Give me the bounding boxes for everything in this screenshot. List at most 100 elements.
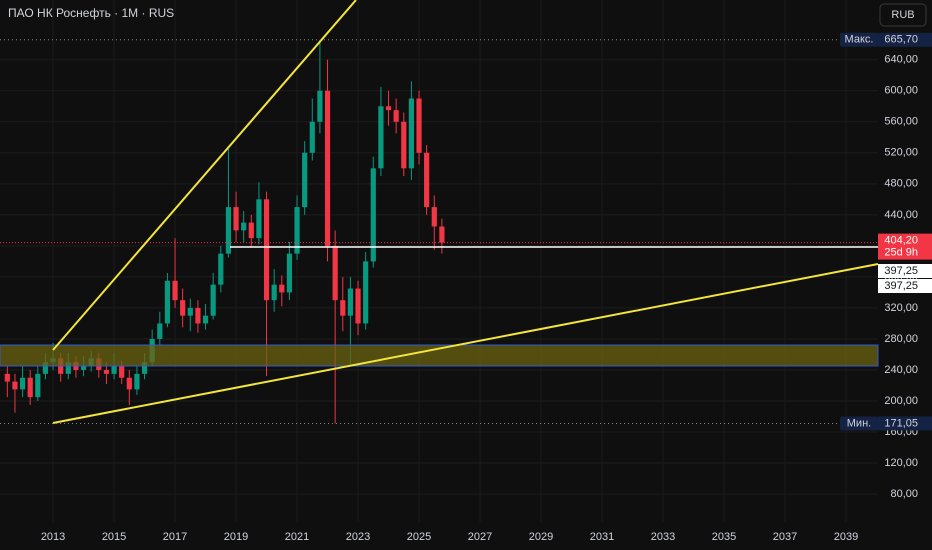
x-tick-label: 2021 <box>285 531 309 543</box>
candle-body <box>332 245 338 301</box>
x-tick-label: 2015 <box>102 531 126 543</box>
candle-body <box>401 121 407 169</box>
candle-body <box>408 98 414 169</box>
candle-body <box>279 284 285 293</box>
candle-body <box>233 207 239 231</box>
candle-body <box>12 381 18 390</box>
y-tick-label: 320,00 <box>884 302 918 314</box>
candle-body <box>294 207 300 254</box>
axis-label-box <box>840 416 878 431</box>
currency-button[interactable] <box>879 3 927 27</box>
x-tick-label: 2017 <box>163 531 187 543</box>
candle-body <box>111 366 117 374</box>
chart-title: ПАО НК Роснефть · 1M · RUS <box>8 6 174 20</box>
candle-body <box>218 253 224 285</box>
candle-body <box>210 284 216 316</box>
grid: 80,00120,00160,00200,00240,00280,00320,0… <box>0 0 918 543</box>
candle-body <box>302 152 308 208</box>
x-tick-label: 2023 <box>346 531 370 543</box>
axis-label-value: 665,70 <box>884 34 918 46</box>
candle-body <box>195 307 201 324</box>
last-price-label: 404,20 <box>884 235 918 247</box>
candle-body <box>134 373 140 390</box>
y-tick-label: 440,00 <box>884 209 918 221</box>
candle-body <box>35 373 41 398</box>
y-tick-label: 520,00 <box>884 147 918 159</box>
x-tick-label: 2019 <box>224 531 248 543</box>
candle-body <box>385 106 392 111</box>
currency[interactable]: RUB <box>891 9 914 21</box>
candle-body <box>416 98 422 153</box>
candle-body <box>347 288 353 316</box>
candle-body <box>324 90 331 246</box>
candle-body <box>4 373 10 382</box>
candle-body <box>431 207 437 227</box>
price-line-box <box>878 264 932 279</box>
y-tick-label: 280,00 <box>884 333 918 345</box>
price-line-label: 397,25 <box>884 265 918 277</box>
x-tick-label: 2031 <box>590 531 614 543</box>
y-tick-label: 480,00 <box>884 178 918 190</box>
x-tick-label: 2029 <box>529 531 553 543</box>
candle-body <box>439 226 445 243</box>
candle-body <box>363 261 369 324</box>
candle-body <box>393 110 399 122</box>
y-tick-label: 200,00 <box>884 395 918 407</box>
candle-body <box>256 199 262 239</box>
last-price-box <box>878 233 932 260</box>
axis-label-box <box>840 32 878 47</box>
candle-body <box>424 152 430 208</box>
candle-body <box>42 362 49 374</box>
axis-label-box <box>878 416 932 431</box>
y-tick-label: 560,00 <box>884 116 918 128</box>
candle-body <box>172 280 178 301</box>
axis-label-name: Мин. <box>847 417 871 429</box>
y-tick-label: 640,00 <box>884 54 918 66</box>
candle-body <box>187 307 193 316</box>
price-line-box <box>878 279 932 294</box>
candle-body <box>65 362 71 374</box>
candle-body <box>241 222 247 231</box>
candle-body <box>19 377 26 390</box>
candle-body <box>180 300 186 316</box>
trend-line <box>52 0 357 351</box>
candle-body <box>157 323 163 339</box>
candle-body <box>370 168 376 262</box>
candle-body <box>202 315 209 324</box>
price-line-label: 397,25 <box>884 280 918 292</box>
y-tick-label: 120,00 <box>884 457 918 469</box>
candle-body <box>80 366 87 370</box>
x-tick-label: 2025 <box>407 531 431 543</box>
axis-label-value: 171,05 <box>884 417 918 429</box>
x-tick-label: 2013 <box>41 531 65 543</box>
candle-body <box>248 222 254 239</box>
y-tick-label: 240,00 <box>884 364 918 376</box>
candle-body <box>103 369 110 374</box>
x-tick-label: 2033 <box>651 531 675 543</box>
zone <box>0 344 879 367</box>
y-tick-label: 600,00 <box>884 85 918 97</box>
candle-body <box>309 121 315 153</box>
candle-body <box>126 377 132 390</box>
candle-body <box>27 377 33 398</box>
candle-body <box>286 253 293 293</box>
trend-line <box>52 263 879 424</box>
candle-body <box>141 362 148 374</box>
candle-body <box>263 199 270 301</box>
countdown: 25d 9h <box>884 247 918 259</box>
x-tick-label: 2039 <box>834 531 858 543</box>
x-tick-label: 2027 <box>468 531 492 543</box>
x-tick-label: 2037 <box>773 531 797 543</box>
candle-body <box>271 284 277 301</box>
candle-body <box>340 300 346 316</box>
candle-body <box>317 90 323 122</box>
candle-body <box>225 207 232 254</box>
candle-body <box>119 366 125 378</box>
y-tick-label: 80,00 <box>890 488 918 500</box>
candle-body <box>164 280 171 324</box>
x-tick-label: 2035 <box>712 531 736 543</box>
candle-body <box>355 288 361 324</box>
axis-label-box <box>878 32 932 47</box>
